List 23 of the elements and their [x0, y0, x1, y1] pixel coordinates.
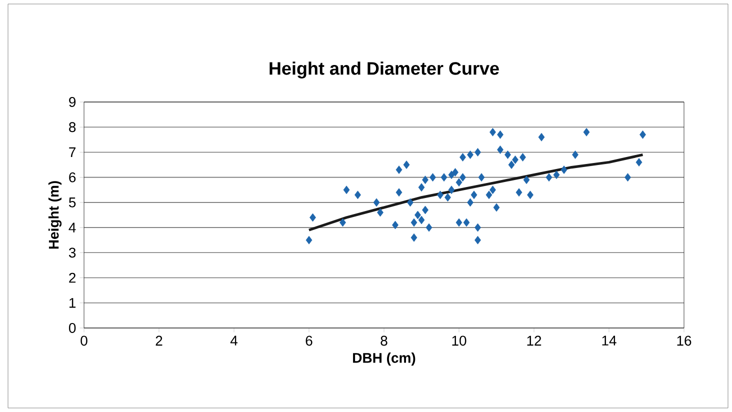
y-tick-label: 4: [68, 222, 76, 232]
x-tick-label: 8: [380, 336, 388, 346]
y-tick-label: 2: [69, 272, 76, 283]
y-tick-label: 0: [68, 323, 76, 333]
x-tick-label: 10: [452, 336, 466, 346]
y-tick-label: 9: [69, 97, 76, 107]
x-tick-label: 6: [306, 336, 312, 346]
x-tick-label: 12: [527, 336, 542, 346]
y-tick-label: 1: [69, 298, 76, 308]
y-tick-label: 3: [68, 248, 76, 258]
x-axis-title: DBH (cm): [353, 352, 416, 366]
y-axis-title: Height (m): [48, 181, 62, 249]
line-series: [308, 153, 644, 232]
y-tick-label: 8: [69, 122, 76, 132]
x-tick-label: 2: [156, 336, 162, 346]
y-tick-label: 7: [69, 147, 76, 158]
x-tick-label: 0: [80, 336, 88, 346]
y-tick-label: 6: [69, 172, 76, 182]
chart-title: Height and Diameter Curve: [270, 62, 499, 78]
y-tick-label: 5: [68, 198, 76, 208]
x-tick-label: 16: [677, 336, 692, 346]
x-tick-label: 14: [602, 336, 616, 346]
x-tick-label: 4: [230, 336, 238, 346]
